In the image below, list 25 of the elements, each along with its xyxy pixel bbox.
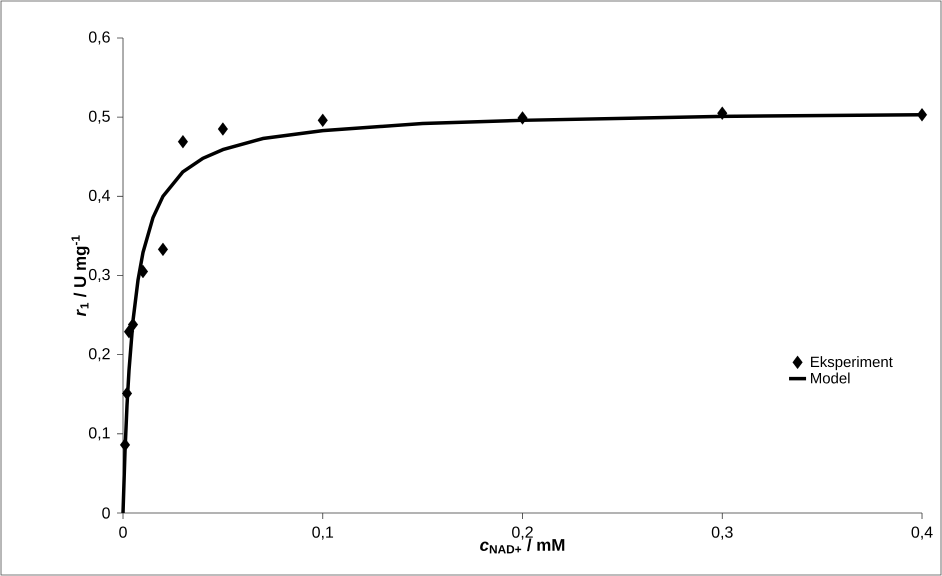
legend-label: Model: [811, 372, 850, 384]
point: [916, 108, 928, 122]
x-tick-label: 0: [119, 526, 127, 538]
point: [218, 122, 228, 136]
y-tick-label: 0,5: [88, 110, 110, 124]
point: [158, 242, 168, 256]
y-tick-label: 0,2: [88, 348, 110, 362]
y-tick-label: 0,6: [88, 31, 110, 45]
y-axis-title: r$_{1}$ / U mg$^{-1}$: [71, 235, 90, 316]
x-axis-title: c$_{NAD+}$ / mM: [480, 538, 564, 554]
point: [717, 106, 728, 120]
point: [122, 386, 132, 400]
y-tick-label: 0,4: [88, 190, 110, 203]
x-tick-label: 0,4: [912, 526, 933, 540]
legend-label: Eksperiment: [811, 356, 893, 370]
x-tick-label: 0,3: [712, 526, 733, 540]
point: [318, 114, 328, 127]
y-tick-label: 0,3: [88, 268, 110, 282]
point: [517, 111, 528, 125]
y-tick-label: 0,1: [88, 427, 110, 440]
x-tick-label: 0,2: [512, 526, 533, 540]
point: [124, 325, 134, 338]
y-tick-label: 0: [102, 507, 110, 519]
point: [178, 135, 188, 148]
x-tick-label: 0,1: [312, 526, 334, 540]
